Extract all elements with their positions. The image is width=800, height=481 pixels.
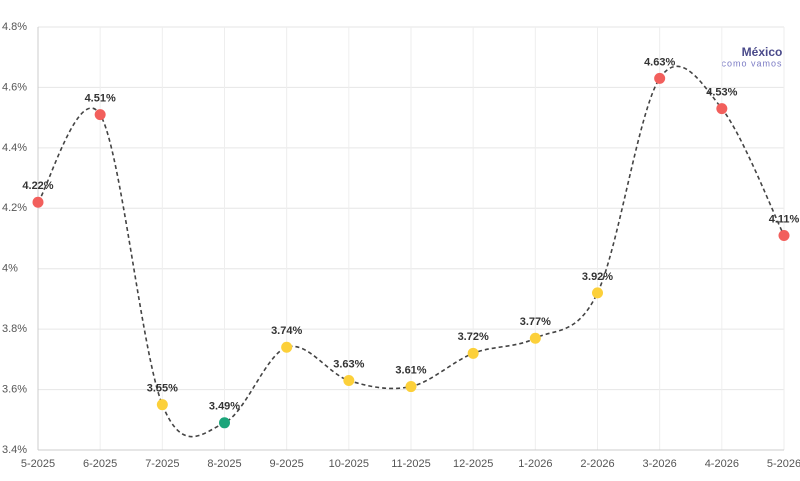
logo-tagline: como vamos [721,58,782,68]
point [219,417,230,429]
x-tick-label: 12-2025 [453,458,493,470]
x-tick-label: 5-2026 [767,458,800,470]
value-label: 3.49% [209,401,240,413]
value-label: 3.61% [395,364,426,376]
x-tick-label: 1-2026 [518,458,552,470]
y-tick-label: 4.6% [2,81,27,93]
value-label: 4.53% [706,86,737,98]
x-tick-label: 4-2026 [705,458,739,470]
value-label: 4.63% [644,56,675,68]
x-tick-label: 6-2025 [83,458,117,470]
y-tick-label: 3.4% [2,444,27,456]
y-tick-label: 4.8% [2,21,27,33]
value-label: 3.92% [582,271,613,283]
y-tick-label: 4.4% [2,142,27,154]
value-label: 3.55% [147,383,178,395]
y-tick-label: 3.8% [2,323,27,335]
x-tick-label: 10-2025 [329,458,369,470]
x-tick-label: 7-2025 [145,458,179,470]
point [405,381,417,393]
x-tick-label: 2-2026 [580,458,614,470]
point [156,399,168,411]
x-tick-label: 5-2025 [21,458,55,470]
logo-name: México [742,45,783,59]
x-tick-label: 9-2025 [270,458,304,470]
value-label: 4.51% [85,93,116,105]
point [343,375,355,387]
x-tick-label: 11-2025 [391,458,431,470]
value-label: 3.74% [271,325,302,337]
point [94,109,106,121]
point [281,341,293,353]
value-label: 4.11% [769,213,800,225]
value-label: 3.77% [520,316,551,328]
x-tick-label: 3-2026 [643,458,677,470]
value-label: 4.22% [22,180,53,192]
y-tick-label: 4.2% [2,202,27,214]
point [778,229,790,241]
value-label: 3.63% [333,358,364,370]
point [467,347,479,359]
point [592,287,603,299]
y-tick-label: 4% [2,263,18,275]
point [654,72,666,84]
point [529,332,541,344]
point [716,103,728,115]
value-label: 3.72% [458,331,489,343]
point [32,196,44,208]
line [37,65,785,438]
y-tick-label: 3.6% [2,383,27,395]
x-tick-label: 8-2025 [207,458,241,470]
